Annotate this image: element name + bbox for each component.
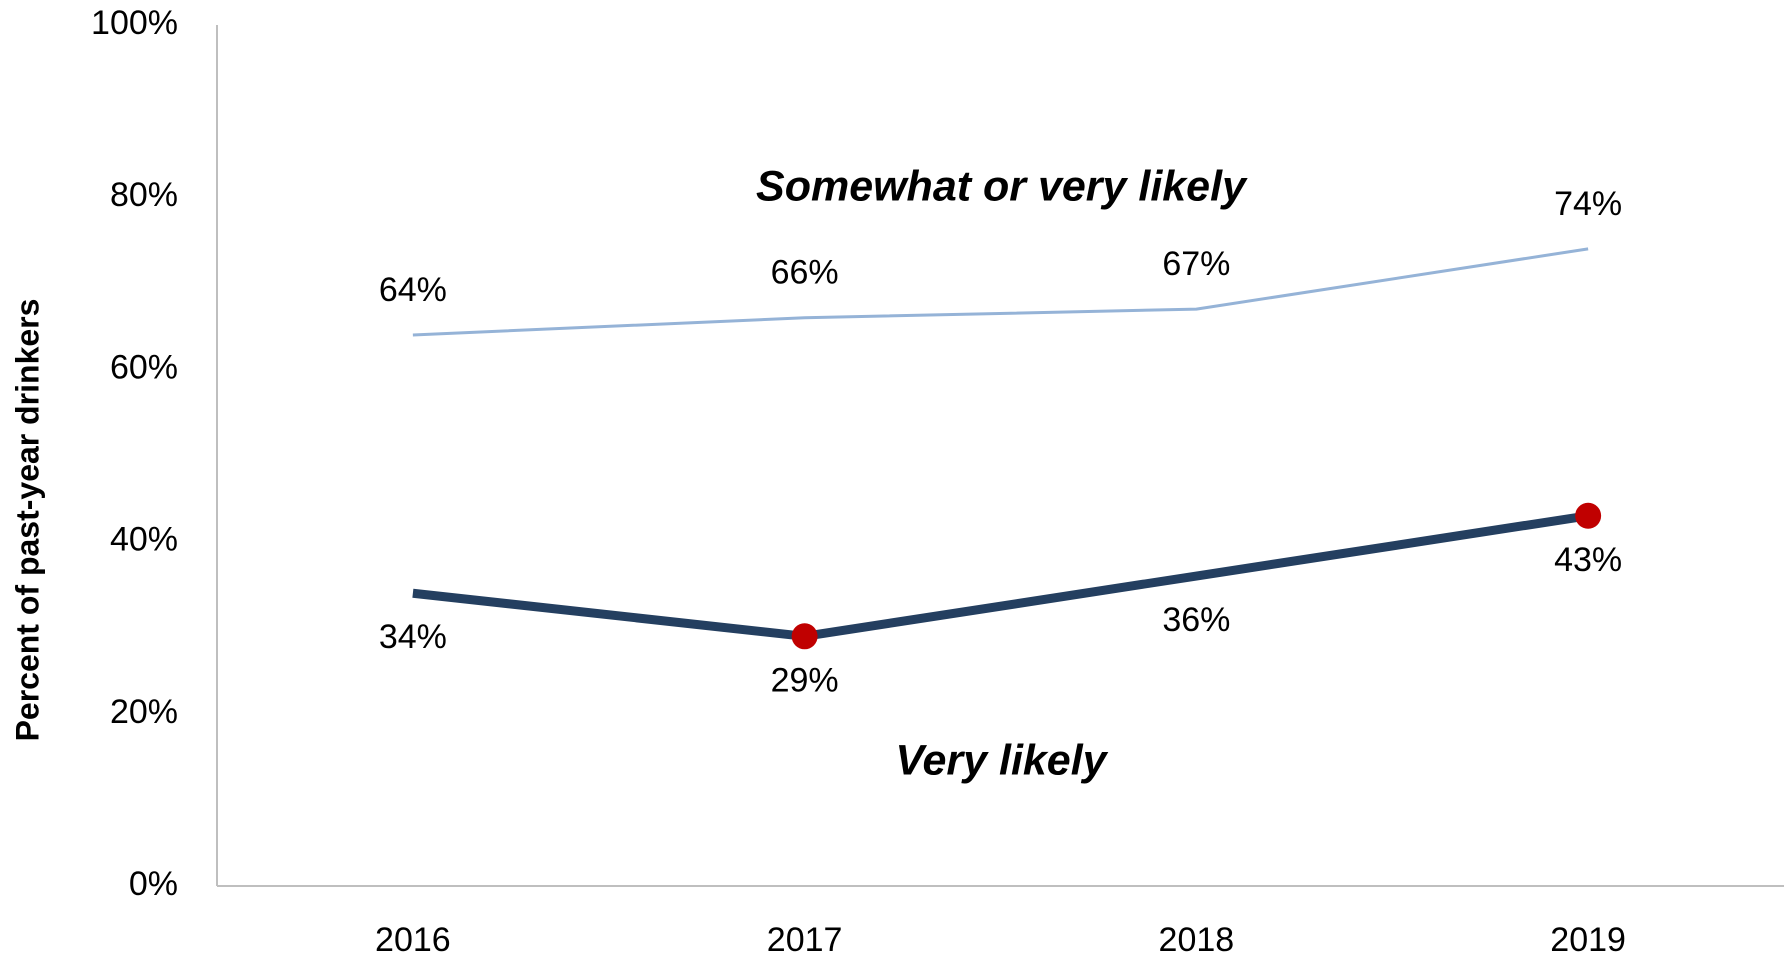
data-label: 67% xyxy=(1162,245,1230,283)
y-tick-label: 100% xyxy=(91,4,178,42)
y-tick-label: 40% xyxy=(110,521,178,559)
series-annotation: Somewhat or very likely xyxy=(756,162,1248,210)
y-tick-label: 80% xyxy=(110,176,178,214)
data-label: 29% xyxy=(771,661,839,699)
data-label: 36% xyxy=(1162,601,1230,639)
series-line xyxy=(412,247,1589,337)
y-tick-label: 20% xyxy=(110,693,178,731)
data-label: 43% xyxy=(1554,541,1622,579)
x-tick-label: 2017 xyxy=(767,921,843,959)
data-label: 34% xyxy=(379,618,447,656)
y-axis-title: Percent of past-year drinkers xyxy=(9,299,45,742)
y-tick-label: 0% xyxy=(129,865,178,903)
data-label: 66% xyxy=(771,254,839,292)
x-tick-label: 2016 xyxy=(375,921,451,959)
y-tick-label: 60% xyxy=(110,348,178,386)
data-label: 74% xyxy=(1554,185,1622,223)
highlight-marker xyxy=(791,623,818,650)
x-tick-label: 2019 xyxy=(1550,921,1626,959)
series-line xyxy=(412,511,1589,641)
x-tick-label: 2018 xyxy=(1159,921,1235,959)
series-annotation: Very likely xyxy=(895,736,1108,784)
highlight-marker xyxy=(1575,502,1602,529)
data-label: 64% xyxy=(379,271,447,309)
